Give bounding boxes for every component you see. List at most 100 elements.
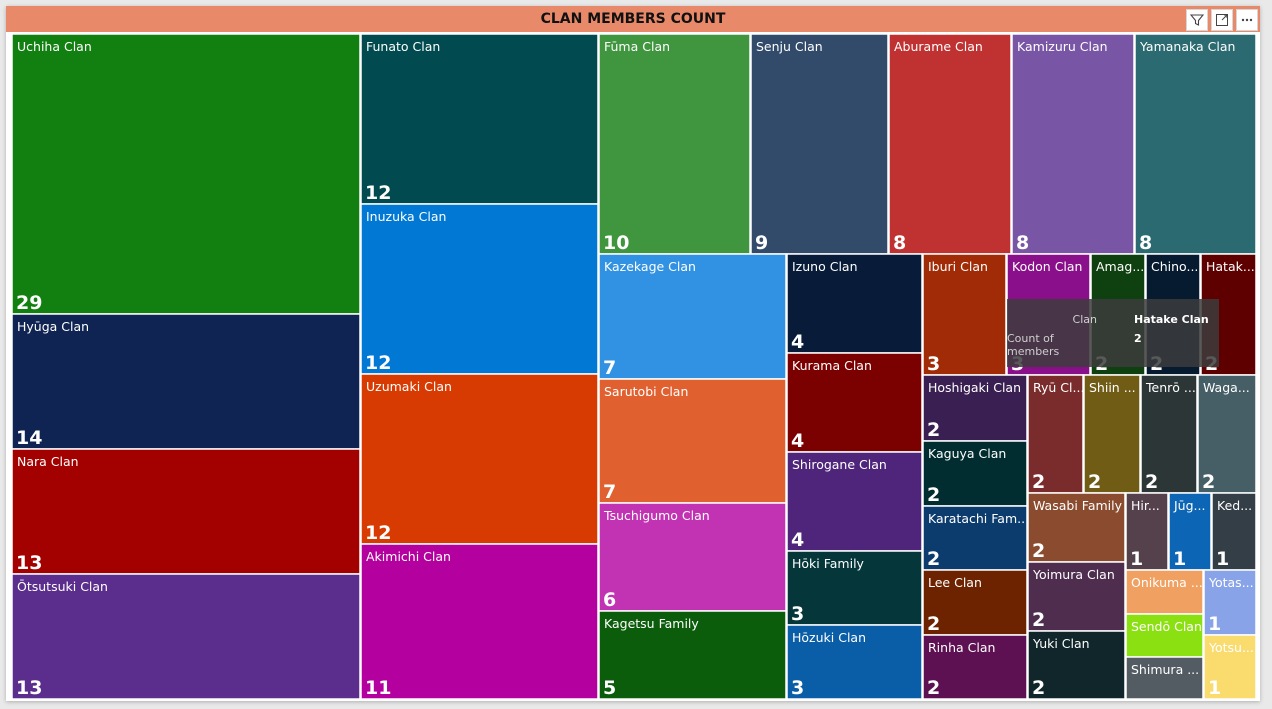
tooltip-label-count: Count of members	[1007, 332, 1060, 358]
tile-label: Inuzuka Clan	[366, 209, 446, 224]
treemap-tile-kurama-clan[interactable]: Kurama Clan 4	[786, 352, 923, 453]
treemap-tile-yamanaka-clan[interactable]: Yamanaka Clan 8	[1134, 34, 1256, 255]
treemap-tile-waga[interactable]: Waga... 2	[1197, 374, 1256, 494]
tile-label: Aburame Clan	[894, 39, 983, 54]
more-options-button[interactable]	[1236, 9, 1258, 31]
tile-label: Yotas...	[1208, 575, 1254, 590]
tile-rect	[1125, 569, 1204, 615]
tile-value: 1	[1173, 548, 1186, 570]
tile-label: Uzumaki Clan	[366, 379, 452, 394]
tile-value: 2	[927, 484, 940, 506]
tile-value: 1	[1208, 677, 1221, 699]
tile-rect	[598, 502, 787, 612]
tile-label: Uchiha Clan	[17, 39, 92, 54]
tile-label: Tsuchigumo Clan	[603, 508, 710, 523]
tile-value: 4	[791, 529, 804, 551]
treemap-tile-aburame-clan[interactable]: Aburame Clan 8	[888, 34, 1012, 255]
treemap-tile-kaguya-clan[interactable]: Kaguya Clan 2	[922, 440, 1028, 507]
treemap-tile-inuzuka-clan[interactable]: Inuzuka Clan 12	[360, 203, 599, 375]
treemap-tile-uchiha-clan[interactable]: Uchiha Clan 29	[12, 34, 361, 315]
treemap-tile-hir[interactable]: Hir... 1	[1125, 492, 1169, 571]
tile-label: Rinha Clan	[928, 640, 995, 655]
tile-label: Chino...	[1151, 259, 1198, 274]
tile-label: Amag...	[1096, 259, 1144, 274]
tile-rect	[598, 610, 787, 699]
treemap-tile-lee-clan[interactable]: Lee Clan 2	[922, 569, 1028, 636]
tile-label: Funato Clan	[366, 39, 440, 54]
treemap-tile-kamizuru-clan[interactable]: Kamizuru Clan 8	[1011, 34, 1135, 255]
treemap-tile-yotsu[interactable]: Yotsu... 1	[1203, 634, 1256, 699]
treemap-tile-yuki-clan[interactable]: Yuki Clan 2	[1027, 630, 1126, 699]
tile-label: Ryū Cl...	[1033, 380, 1084, 395]
tile-rect	[750, 34, 889, 255]
tile-label: Kamizuru Clan	[1017, 39, 1108, 54]
tile-value: 13	[16, 677, 42, 699]
treemap-tile-kagetsu-family[interactable]: Kagetsu Family 5	[598, 610, 787, 699]
tile-value: 2	[927, 613, 940, 635]
filter-icon	[1190, 14, 1204, 26]
treemap-tile-jug[interactable]: Jūg... 1	[1168, 492, 1212, 571]
treemap-tile-hoki-family[interactable]: Hōki Family 3	[786, 550, 923, 626]
treemap-tile-fuma-clan[interactable]: Fūma Clan 10	[598, 34, 751, 255]
treemap-tile-hyuga-clan[interactable]: Hyūga Clan 14	[12, 313, 361, 450]
tile-rect	[922, 569, 1028, 636]
tile-value: 9	[755, 232, 768, 254]
treemap-tile-onikuma[interactable]: Onikuma ...	[1125, 569, 1204, 615]
treemap-tile-iburi-clan[interactable]: Iburi Clan 3	[922, 253, 1007, 376]
focus-mode-button[interactable]	[1211, 9, 1233, 31]
tile-rect	[1203, 569, 1256, 636]
tile-rect	[1134, 34, 1256, 255]
tile-value: 2	[1202, 471, 1215, 493]
treemap-tile-shiin[interactable]: Shiin ... 2	[1083, 374, 1141, 494]
tile-value: 10	[603, 232, 629, 254]
tile-label: Hatak...	[1206, 259, 1255, 274]
treemap-tile-yoimura-clan[interactable]: Yoimura Clan 2	[1027, 561, 1126, 632]
chart-title: CLAN MEMBERS COUNT	[540, 11, 726, 27]
treemap-tile-senju-clan[interactable]: Senju Clan 9	[750, 34, 889, 255]
treemap-tile-funato-clan[interactable]: Funato Clan 12	[360, 34, 599, 205]
treemap-tile-sarutobi-clan[interactable]: Sarutobi Clan 7	[598, 378, 787, 504]
treemap-tile-akimichi-clan[interactable]: Akimichi Clan 11	[360, 543, 599, 699]
treemap-tile-karatachi-fam[interactable]: Karatachi Fam... 2	[922, 505, 1029, 571]
treemap-tile-ryu-cl[interactable]: Ryū Cl... 2	[1027, 374, 1084, 494]
tooltip-value-clan: Hatake Clan	[1134, 313, 1209, 326]
treemap-tile-yotas[interactable]: Yotas... 1	[1203, 569, 1256, 636]
treemap-tile-ked[interactable]: Ked... 1	[1211, 492, 1256, 571]
tile-label: Hōki Family	[792, 556, 865, 571]
tile-label: Yamanaka Clan	[1139, 39, 1235, 54]
treemap-tile-sendo-clan[interactable]: Sendō Clan	[1125, 613, 1204, 658]
tile-rect	[922, 440, 1028, 507]
tile-label: Hir...	[1131, 498, 1160, 513]
treemap-tile-wasabi-family[interactable]: Wasabi Family 2	[1027, 492, 1126, 563]
tile-rect	[360, 203, 599, 375]
treemap-tile-hoshigaki-clan[interactable]: Hoshigaki Clan 2	[922, 374, 1028, 442]
filter-button[interactable]	[1186, 9, 1208, 31]
treemap-tile-nara-clan[interactable]: Nara Clan 13	[12, 448, 361, 575]
tile-rect	[922, 253, 1007, 376]
tile-rect	[360, 373, 599, 545]
treemap-tile-uzumaki-clan[interactable]: Uzumaki Clan 12	[360, 373, 599, 545]
tile-value: 1	[1216, 548, 1229, 570]
tile-value: 3	[791, 677, 804, 699]
tile-label: Nara Clan	[17, 454, 79, 469]
treemap-tile-otsutsuki-clan[interactable]: Ōtsutsuki Clan 13	[12, 573, 361, 699]
treemap-tile-shirogane-clan[interactable]: Shirogane Clan 4	[786, 451, 923, 552]
tile-value: 3	[927, 353, 940, 375]
treemap-tile-kazekage-clan[interactable]: Kazekage Clan 7	[598, 253, 787, 380]
tile-label: Hyūga Clan	[17, 319, 89, 334]
tile-value: 2	[1088, 471, 1101, 493]
treemap-tile-hozuki-clan[interactable]: Hōzuki Clan 3	[786, 624, 923, 699]
tile-rect	[1011, 34, 1135, 255]
treemap-tile-tenro[interactable]: Tenrō ... 2	[1140, 374, 1198, 494]
treemap-tile-izuno-clan[interactable]: Izuno Clan 4	[786, 253, 923, 354]
tile-label: Shiin ...	[1089, 380, 1136, 395]
tile-rect	[1027, 374, 1084, 494]
treemap-tile-shimura[interactable]: Shimura ...	[1125, 656, 1204, 699]
treemap-tile-rinha-clan[interactable]: Rinha Clan 2	[922, 634, 1028, 699]
tile-label: Karatachi Fam...	[928, 511, 1029, 526]
tile-rect	[598, 253, 787, 380]
treemap-tile-tsuchigumo-clan[interactable]: Tsuchigumo Clan 6	[598, 502, 787, 612]
tile-rect	[1125, 492, 1169, 571]
tile-label: Tenrō ...	[1145, 380, 1196, 395]
tile-value: 5	[603, 677, 616, 699]
